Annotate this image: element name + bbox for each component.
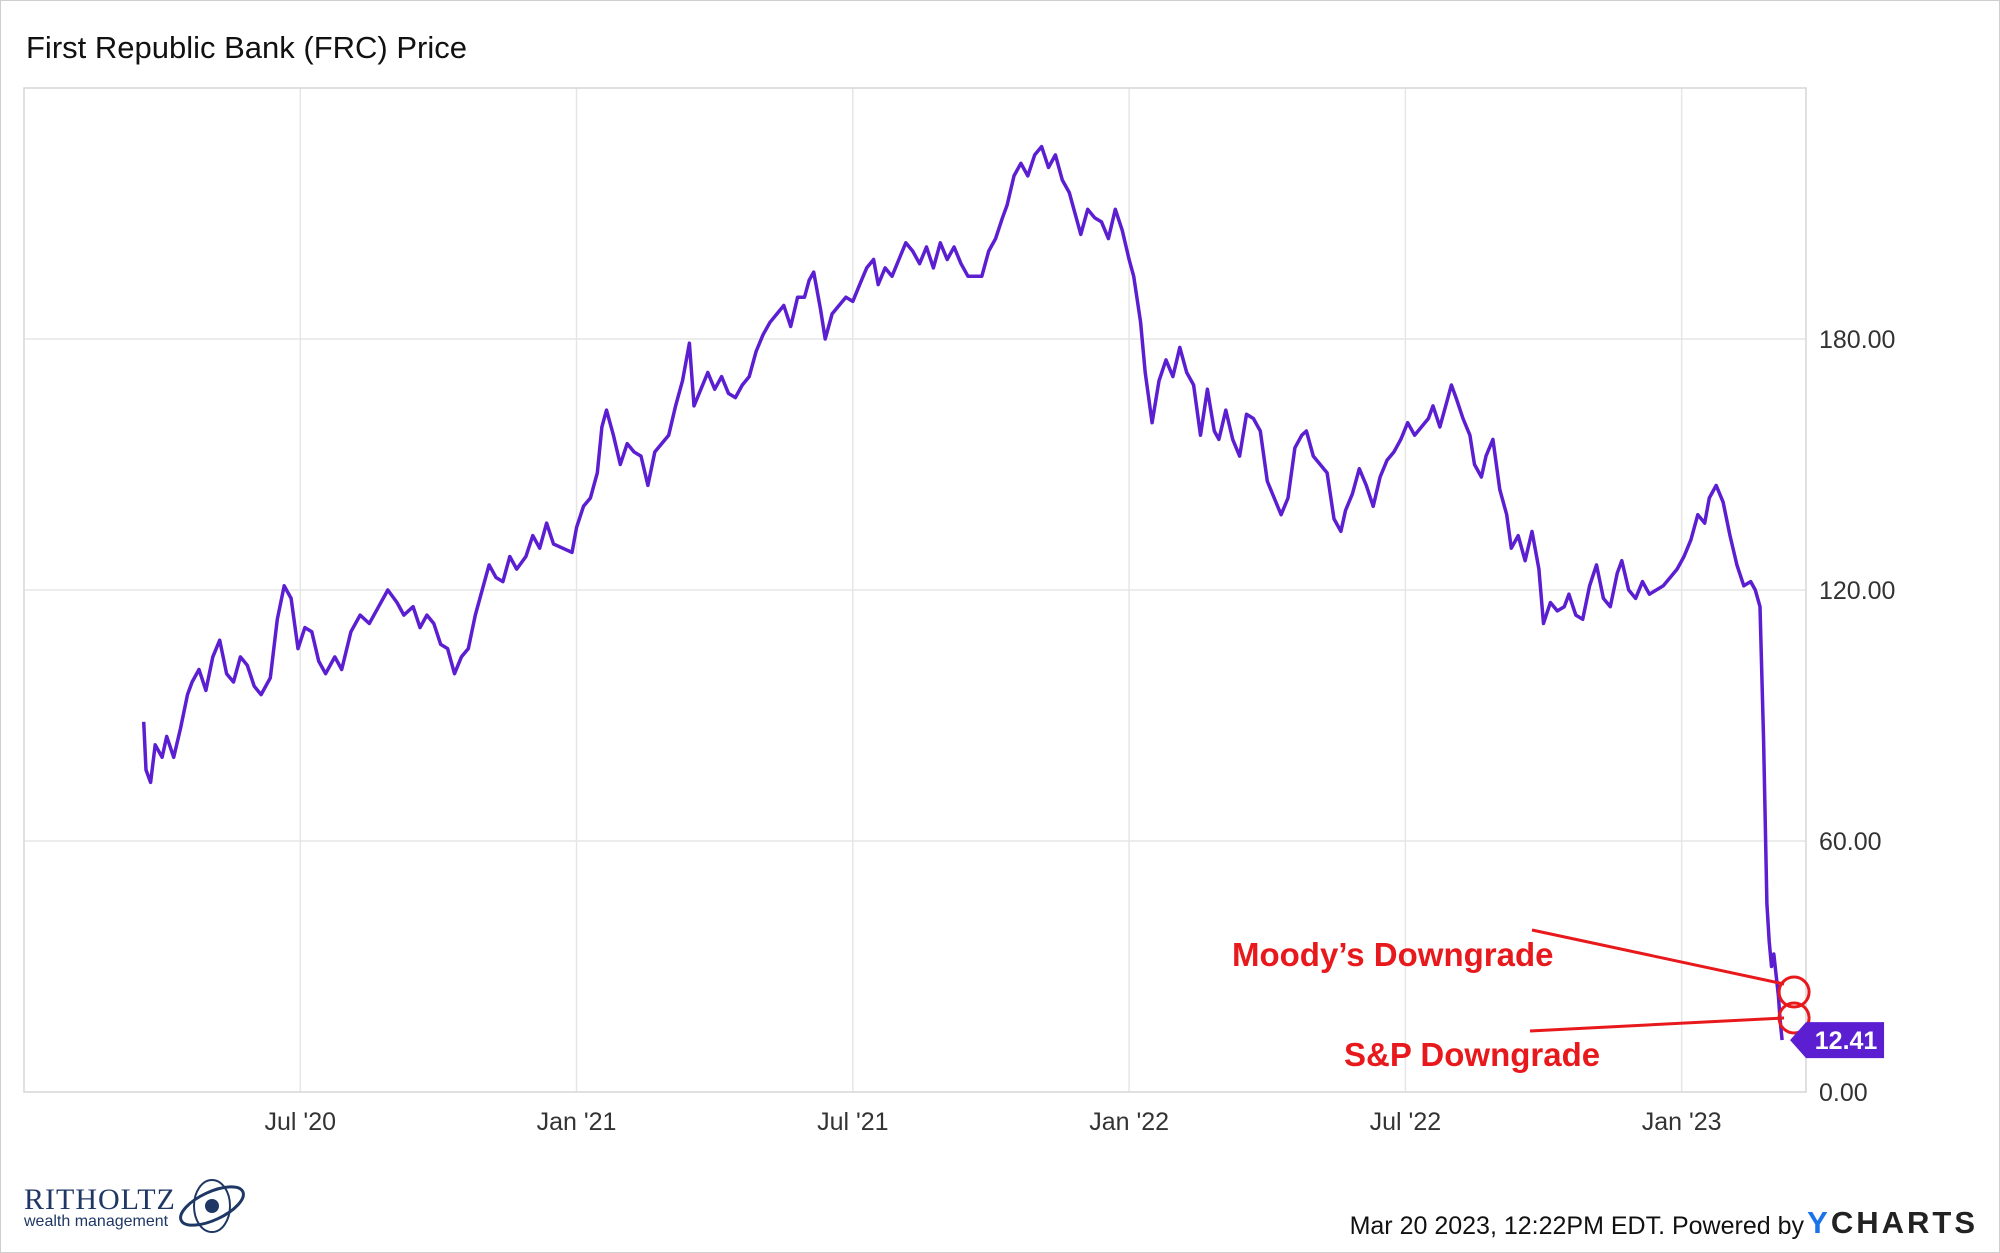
sp-annotation-label: S&P Downgrade — [1344, 1036, 1600, 1073]
ycharts-logo-y: Y — [1807, 1205, 1831, 1240]
x-tick-label: Jan '23 — [1642, 1108, 1722, 1136]
x-tick-label: Jul '21 — [817, 1108, 888, 1136]
x-tick-label: Jul '20 — [265, 1108, 336, 1136]
x-tick-label: Jul '22 — [1370, 1108, 1441, 1136]
last-value-label: 12.41 — [1815, 1027, 1878, 1055]
moody-annotation-label: Moody’s Downgrade — [1232, 936, 1553, 973]
last-value-tag: 12.41 — [1790, 1022, 1885, 1059]
y-tick-label: 180.00 — [1819, 326, 1895, 354]
x-tick-label: Jan '22 — [1089, 1108, 1169, 1136]
y-axis: 0.00 60.00 120.00 180.00 — [1819, 326, 1895, 1107]
sp-annotation-circle — [1777, 1001, 1811, 1035]
ritholtz-logo: RITHOLTZ wealth management — [24, 1179, 245, 1233]
chart-title: First Republic Bank (FRC) Price — [26, 30, 467, 65]
logo-name: RITHOLTZ — [24, 1183, 176, 1216]
moody-annotation-circle — [1777, 975, 1811, 1009]
plot-area — [23, 87, 1807, 1093]
x-axis: Jul '20 Jan '21 Jul '21 Jan '22 Jul '22 Jan '… — [265, 1108, 1722, 1136]
gridlines — [24, 88, 1806, 1092]
last-value-tag-bg — [1790, 1022, 1885, 1059]
x-tick-label: Jan '21 — [537, 1108, 617, 1136]
annotations: Moody’s Downgrade S&P Downgrade — [1232, 928, 1811, 1073]
ycharts-logo: YCHARTS — [1807, 1205, 1978, 1241]
series-line-frc-price — [141, 144, 1784, 1041]
ritholtz-emblem-icon — [179, 1179, 245, 1233]
footer-timestamp: Mar 20 2023, 12:22PM EDT. Powered by — [1349, 1212, 1804, 1240]
y-tick-label: 120.00 — [1819, 577, 1895, 605]
logo-subtitle: wealth management — [24, 1213, 169, 1230]
y-tick-label: 0.00 — [1819, 1079, 1868, 1107]
ycharts-logo-text: CHARTS — [1830, 1205, 1978, 1240]
moody-annotation-line — [1531, 928, 1785, 986]
y-tick-label: 60.00 — [1819, 828, 1882, 856]
sp-annotation-line — [1529, 1016, 1785, 1033]
